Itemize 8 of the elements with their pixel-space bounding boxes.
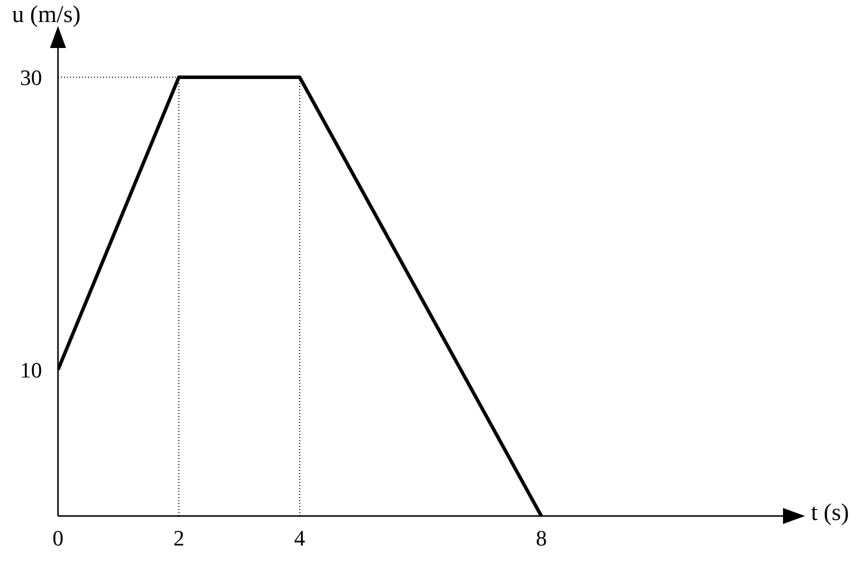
x-tick-label: 2 bbox=[173, 526, 184, 551]
x-tick-label: 8 bbox=[536, 526, 547, 551]
y-axis-title: u (m/s) bbox=[12, 2, 81, 29]
y-tick-label: 30 bbox=[20, 65, 42, 90]
y-tick-label: 10 bbox=[20, 358, 42, 383]
x-tick-label: 4 bbox=[294, 526, 306, 551]
x-axis-title: t (s) bbox=[811, 500, 849, 527]
x-tick-label: 0 bbox=[52, 526, 64, 551]
